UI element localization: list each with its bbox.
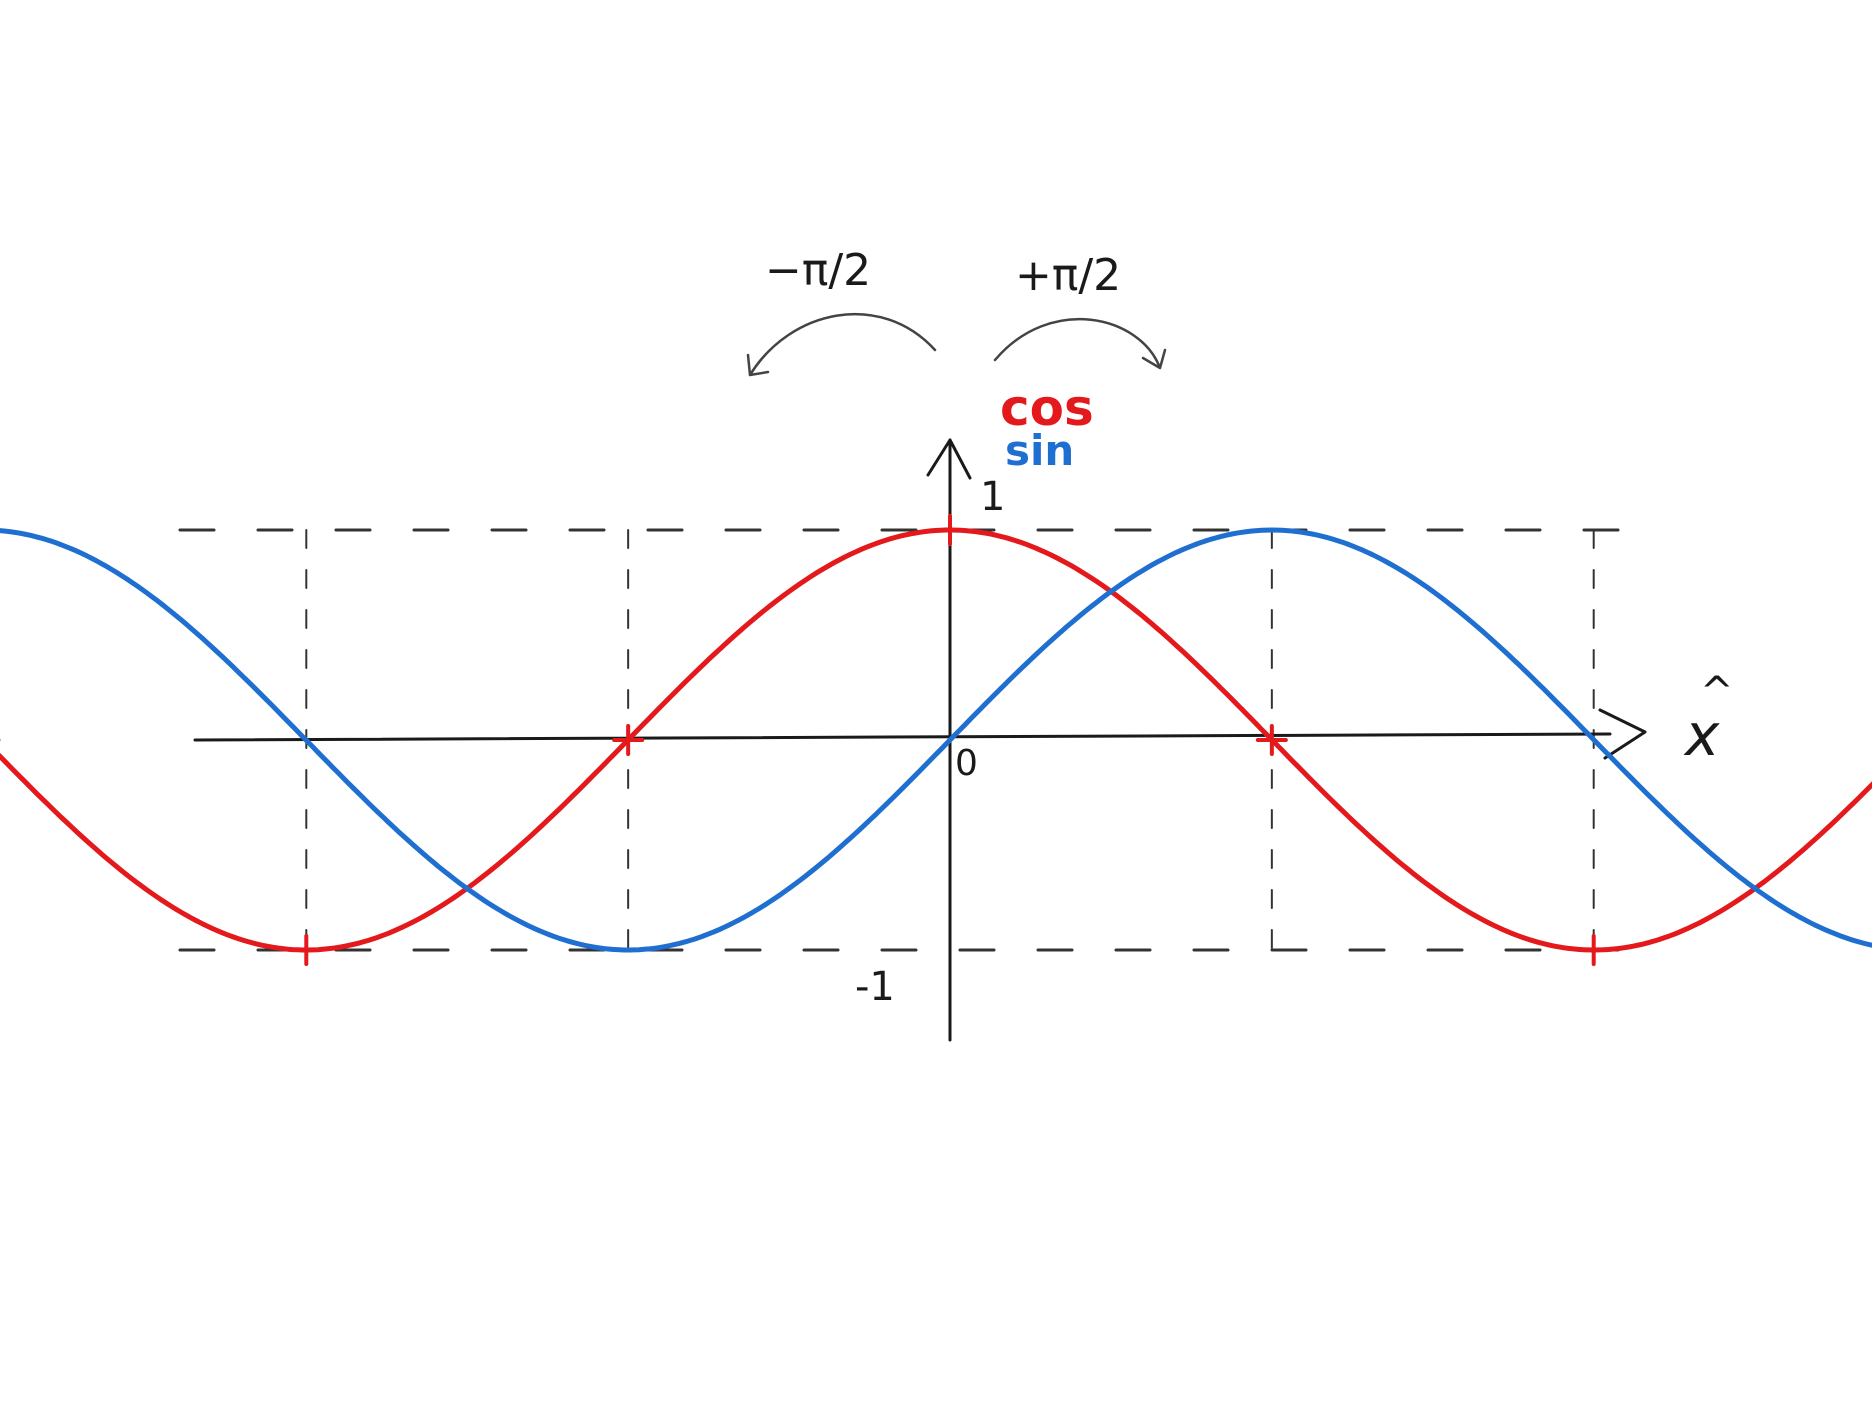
cos-marker-2	[612, 724, 645, 756]
cos-marker-1	[290, 934, 323, 966]
legend-cos-label: cos	[1000, 379, 1094, 437]
origin-label: 0	[955, 743, 978, 784]
shift-right-arrow	[993, 317, 1167, 370]
shift-left-label: −π/2	[765, 245, 871, 296]
cos-markers	[0, 514, 1610, 966]
cos-marker-5	[1577, 934, 1610, 966]
y-tick-label-minus-1: -1	[855, 964, 895, 1010]
shift-left-arrow	[746, 313, 937, 377]
x-axis-label-hat: ^	[1700, 669, 1734, 715]
cos-marker-4	[1255, 724, 1288, 756]
y-axis-arrow	[926, 438, 972, 480]
x-axis-label: x	[1683, 701, 1720, 769]
shift-right-label: +π/2	[1015, 250, 1121, 301]
y-tick-label-1: 1	[980, 474, 1005, 520]
cos-marker-3	[934, 514, 966, 546]
phase-shift-annotations: −π/2 +π/2	[746, 245, 1167, 377]
legend-sin-label: sin	[1005, 426, 1074, 475]
x-axis-line	[193, 732, 1612, 742]
sin-series-line	[0, 527, 1872, 953]
x-axis-arrow	[1598, 708, 1647, 760]
legend: cos sin	[1000, 379, 1094, 475]
